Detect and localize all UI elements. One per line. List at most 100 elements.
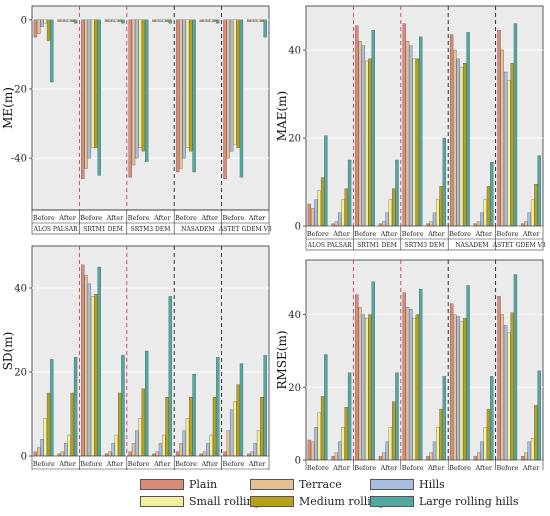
- bar: [263, 19, 267, 38]
- bar: [182, 430, 186, 457]
- bar: [256, 19, 261, 22]
- bar: [236, 384, 240, 457]
- bar: [64, 443, 68, 457]
- phase-label: Before: [175, 214, 197, 222]
- bar: [260, 19, 264, 22]
- bar: [108, 451, 112, 457]
- phase-label: After: [153, 214, 171, 222]
- legend-swatch: [250, 479, 294, 490]
- bar: [70, 392, 74, 457]
- bar: [426, 456, 430, 461]
- bar: [338, 212, 342, 227]
- bar: [247, 19, 251, 22]
- phase-label: Before: [80, 460, 102, 468]
- bar: [182, 19, 186, 159]
- bar: [466, 285, 470, 461]
- bar: [534, 184, 538, 227]
- bar: [118, 19, 122, 22]
- bar: [483, 199, 487, 227]
- bar: [392, 188, 396, 227]
- bar: [50, 359, 54, 457]
- bar: [175, 451, 180, 457]
- y-tick-label: 0: [295, 456, 301, 467]
- dem-label: SRTM1 DEM: [357, 242, 397, 249]
- bar: [135, 430, 139, 457]
- bar: [57, 453, 61, 457]
- dem-label: ALOS PALSAR: [307, 242, 353, 249]
- phase-label: After: [58, 460, 76, 468]
- phase-label: Before: [128, 214, 150, 222]
- bar: [334, 221, 339, 227]
- legend-label: Terrace: [299, 478, 342, 491]
- legend-swatch: [370, 479, 414, 490]
- bar: [206, 443, 210, 457]
- bar: [486, 186, 491, 227]
- phase-label: After: [248, 214, 266, 222]
- bar: [395, 372, 399, 461]
- bar: [317, 412, 321, 461]
- dem-label: SRTM1 DEM: [83, 226, 123, 233]
- bar: [209, 434, 213, 457]
- bar: [206, 19, 210, 22]
- bar: [331, 223, 335, 227]
- bar: [118, 392, 122, 457]
- bar: [40, 439, 44, 457]
- phase-label: Before: [402, 230, 424, 238]
- bar: [155, 451, 159, 457]
- bar: [91, 19, 95, 148]
- bar: [453, 49, 457, 227]
- y-tick-label: 40: [14, 284, 27, 295]
- bar: [405, 307, 410, 461]
- bar: [175, 19, 180, 173]
- legend-swatch: [140, 479, 184, 490]
- bar: [524, 452, 528, 461]
- bar: [209, 19, 213, 22]
- bar: [253, 443, 257, 457]
- bar: [192, 19, 196, 173]
- bar: [121, 355, 125, 457]
- bar: [128, 451, 132, 457]
- phase-label: Before: [80, 214, 102, 222]
- bar: [135, 19, 139, 159]
- phase-label: Before: [33, 460, 55, 468]
- bar: [189, 397, 193, 457]
- bar: [378, 223, 383, 227]
- bar: [344, 188, 348, 227]
- bar: [165, 19, 169, 22]
- label-frame: [31, 455, 270, 470]
- dem-label: ASTET GDEM V3: [218, 226, 272, 233]
- bar: [527, 212, 531, 227]
- bar: [341, 199, 345, 227]
- bar: [320, 396, 325, 461]
- bar: [94, 19, 98, 148]
- label-frame: [305, 459, 544, 470]
- bar: [60, 19, 65, 22]
- bar: [412, 58, 416, 227]
- bar: [402, 23, 406, 227]
- bar: [138, 418, 142, 457]
- phase-label: Before: [496, 230, 518, 238]
- y-tick-label: 0: [21, 15, 27, 26]
- bar: [185, 418, 190, 457]
- bar: [141, 388, 146, 457]
- bar: [114, 434, 119, 457]
- bar: [463, 63, 467, 227]
- bar: [473, 223, 477, 227]
- dem-label: ASTET GDEM V3: [492, 242, 546, 249]
- bar: [314, 199, 318, 227]
- bar: [419, 36, 423, 227]
- bar: [84, 275, 88, 457]
- phase-label: Before: [449, 464, 471, 470]
- bar: [138, 19, 142, 148]
- bar: [179, 443, 183, 457]
- bar: [97, 266, 101, 457]
- bar: [439, 186, 443, 227]
- bar: [442, 376, 447, 461]
- phase-label: After: [248, 460, 266, 468]
- bar: [476, 221, 481, 227]
- phase-label: After: [106, 214, 124, 222]
- legend-label: Hills: [419, 478, 445, 491]
- bar: [33, 451, 38, 457]
- bar: [415, 58, 420, 227]
